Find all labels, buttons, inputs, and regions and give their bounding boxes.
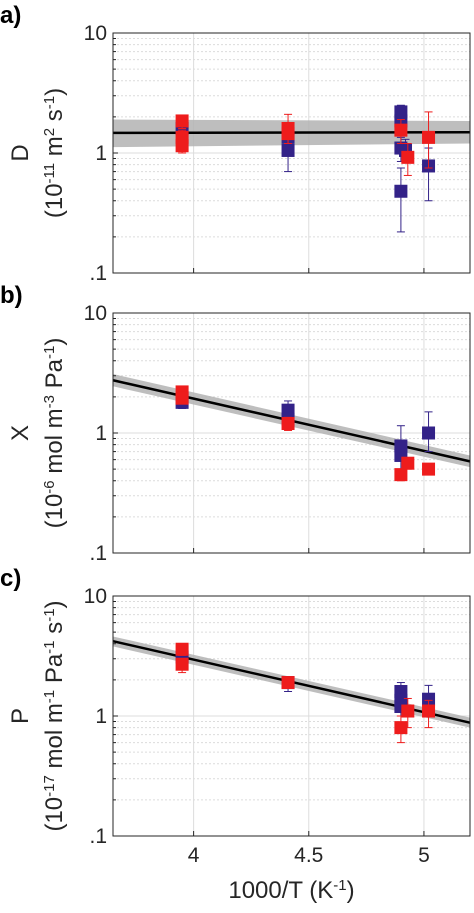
series-red: [175, 642, 436, 744]
data-point: [394, 123, 408, 137]
panel-label: c): [0, 565, 21, 592]
y-tick-label: 10: [84, 22, 107, 45]
data-point: [281, 416, 295, 430]
y-tick-label: .1: [89, 825, 107, 848]
data-point: [422, 692, 436, 706]
unit-superscript: -1: [41, 608, 58, 621]
data-point: [281, 676, 295, 690]
series-red: [175, 385, 436, 482]
panel-1: 10 1 .1 a) D (10-11 m2 s-1): [0, 2, 471, 285]
y-axis-label-units: (10-6 mol m-3 Pa-1): [41, 338, 69, 529]
unit-superscript: -1: [41, 640, 58, 653]
ticks: [113, 32, 425, 274]
x-tick-label: 5: [418, 844, 430, 867]
unit-text: ): [41, 600, 68, 608]
unit-superscript: -3: [41, 395, 58, 408]
x-tick-label: 4: [188, 844, 200, 867]
unit-text: m: [41, 136, 68, 163]
unit-text: (10: [41, 183, 68, 218]
data-point: [401, 704, 415, 718]
x-axis-label-text: ): [347, 877, 355, 904]
data-point: [422, 426, 436, 440]
x-axis-label-text: 1000/T (K: [228, 877, 333, 904]
unit-superscript: -1: [41, 690, 58, 703]
data-point: [175, 657, 189, 671]
unit-superscript: -1: [41, 96, 58, 109]
unit-superscript: -17: [41, 775, 58, 797]
unit-superscript: -1: [41, 346, 58, 359]
y-axis-label-symbol: D: [7, 144, 34, 161]
data-point: [175, 391, 189, 405]
data-point: [281, 143, 295, 157]
unit-superscript: -6: [41, 480, 58, 493]
data-point: [281, 127, 295, 141]
unit-text: ): [41, 88, 68, 96]
grid: [113, 596, 470, 836]
data-point: [394, 468, 408, 482]
data-point: [394, 721, 408, 735]
x-axis-label-superscript: -1: [333, 877, 346, 894]
x-axis-label: 1000/T (K-1): [228, 877, 354, 905]
series-red: [175, 111, 436, 176]
panel-3: 101.14 4.5 5c)P(10-17 mol m-1 Pa-1 s-1): [0, 565, 471, 867]
data-point: [175, 139, 189, 153]
unit-superscript: -11: [41, 163, 58, 184]
panel-2: 10 1 .1 b) X (10-6 mol m-3 Pa-1): [0, 282, 471, 565]
unit-text: s: [41, 622, 68, 641]
x-tick-label: 4.5: [294, 844, 323, 867]
data-point: [401, 456, 415, 470]
unit-text: Pa: [41, 653, 68, 690]
ticks: [113, 595, 425, 837]
unit-text: mol m: [41, 408, 68, 480]
y-tick-label: 1: [95, 142, 107, 165]
unit-text: Pa: [41, 358, 68, 395]
unit-text: (10: [41, 494, 68, 529]
unit-text: ): [41, 338, 68, 346]
grid: [113, 313, 470, 553]
data-point: [394, 184, 408, 198]
data-point: [401, 150, 415, 164]
data-point: [422, 462, 436, 476]
data-point: [175, 114, 189, 128]
unit-text: (10: [41, 797, 68, 832]
data-point: [175, 642, 189, 656]
y-tick-label: .1: [89, 262, 107, 285]
data-point: [422, 130, 436, 144]
y-tick-label: .1: [89, 542, 107, 565]
y-axis-label-symbol: X: [7, 425, 34, 441]
y-tick-label: 1: [95, 422, 107, 445]
data-point: [422, 704, 436, 718]
y-axis-label-symbol: P: [7, 708, 34, 724]
unit-text: mol m: [41, 703, 68, 775]
y-axis-label-units: (10-17 mol m-1 Pa-1 s-1): [41, 600, 69, 831]
panel-label: a): [0, 2, 21, 29]
panel-label: b): [0, 282, 23, 309]
y-tick-label: 10: [84, 585, 107, 608]
y-axis-label-units: (10-11 m2 s-1): [41, 88, 69, 218]
y-tick-label: 1: [95, 705, 107, 728]
y-tick-label: 10: [84, 302, 107, 325]
ticks: [113, 312, 425, 554]
unit-superscript: 2: [41, 128, 58, 136]
unit-text: s: [41, 109, 68, 128]
